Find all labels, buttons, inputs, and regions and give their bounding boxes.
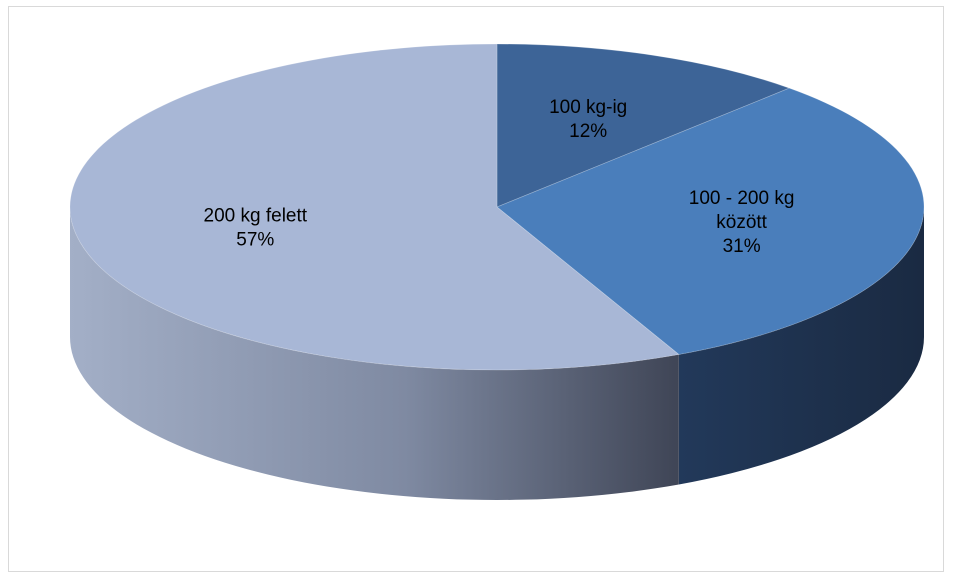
- pie-slice-100-200-kg-k-z-tt: [496, 87, 925, 355]
- slice-label-100-kg-ig: 100 kg-ig 12%: [549, 97, 627, 142]
- slice-category-label: között: [716, 212, 767, 233]
- pie-slice-200-kg-felett: [69, 43, 680, 371]
- slice-percent-label: 31%: [723, 236, 761, 257]
- slice-percent-label: 57%: [236, 230, 274, 251]
- slice-percent-label: 12%: [569, 121, 607, 142]
- pie-slice-100-kg-ig: [496, 43, 791, 208]
- slice-label-100-200-kg-k-z-tt: 100 - 200 kg között 31%: [689, 188, 795, 257]
- slice-category-label: 100 - 200 kg: [689, 188, 795, 209]
- slice-label-200-kg-felett: 200 kg felett 57%: [204, 206, 308, 251]
- pie-side-100-200-kg-k-z-tt: [678, 207, 924, 485]
- pie-side-200-kg-felett: [70, 207, 679, 501]
- slice-category-label: 100 kg-ig: [549, 97, 627, 118]
- slice-category-label: 200 kg felett: [204, 206, 308, 227]
